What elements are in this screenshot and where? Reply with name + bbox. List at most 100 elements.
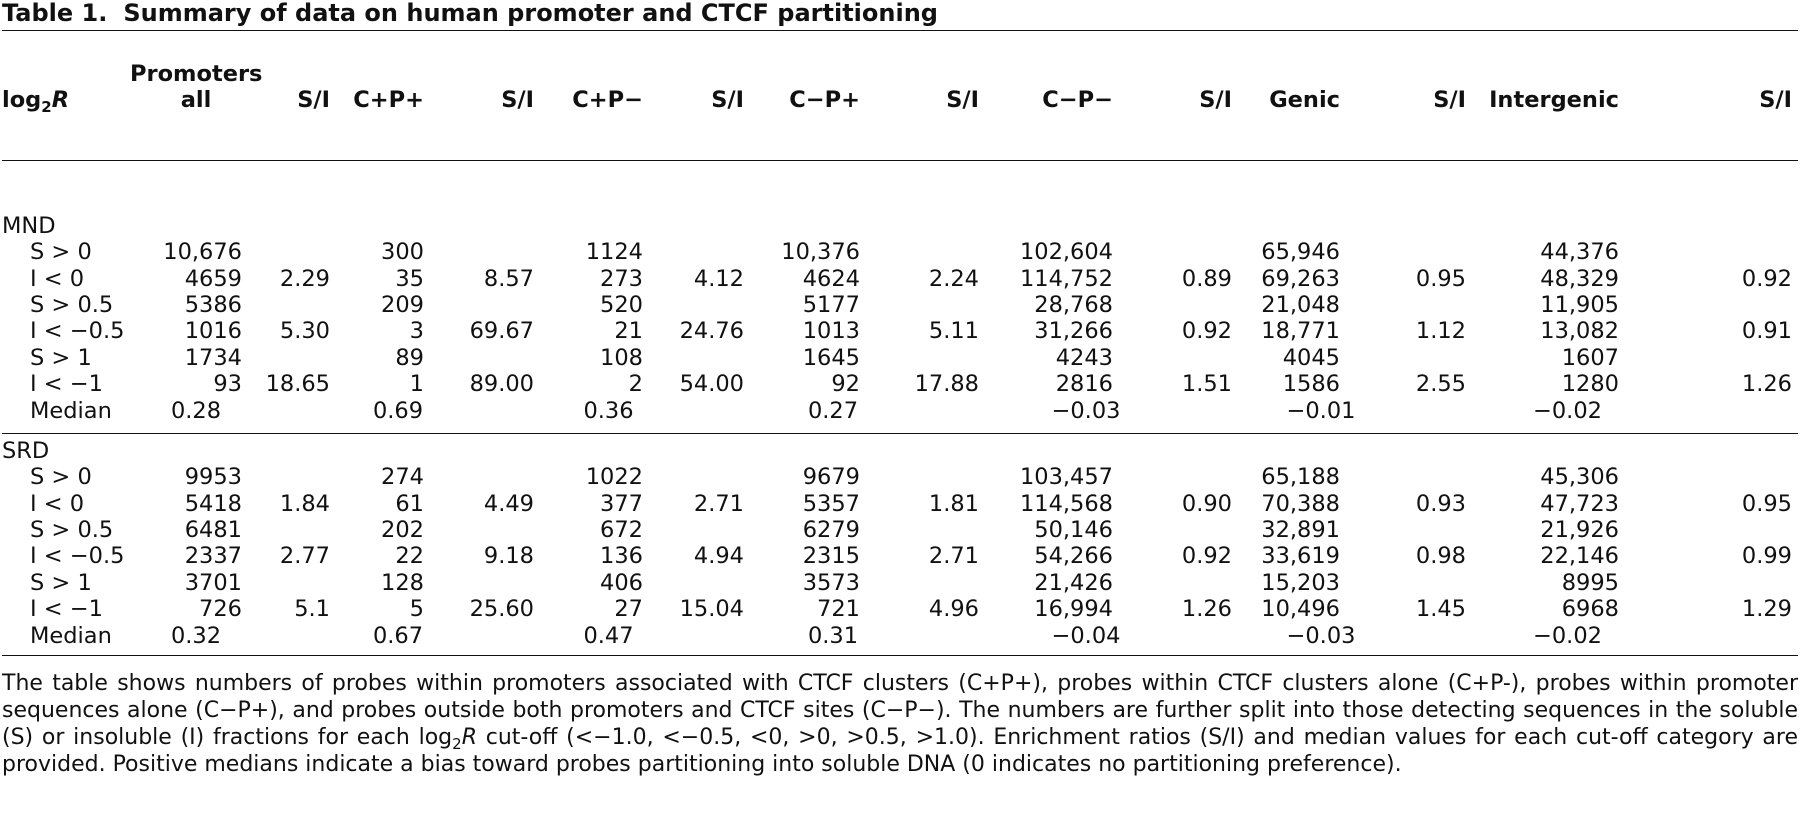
table-cell: [448, 464, 552, 490]
row-label: S > 0.5: [30, 291, 114, 318]
header-col: C−P+: [789, 87, 860, 113]
table-cell: 0.47: [583, 622, 634, 649]
table-cell: [902, 292, 1011, 318]
table-number: Table 1.: [2, 0, 108, 27]
table-cell: 3701: [184, 569, 242, 596]
group-label: MND: [2, 213, 56, 239]
table-cell: 32,891: [1261, 517, 1340, 544]
table-cell: [1392, 292, 1486, 318]
table-cell: [1649, 622, 1798, 648]
table-row: S > 0.5 6481 202 672 6279 50,146 32,891 21,926: [2, 517, 1798, 543]
table-cell: [1392, 622, 1486, 648]
table-cell: [1161, 570, 1250, 596]
table-cell: 18.65: [265, 371, 330, 398]
table-cell: 0.95: [1741, 490, 1792, 517]
table-footnote: The table shows numbers of probes within…: [2, 670, 1798, 777]
group-row: MND: [2, 203, 1798, 239]
row-label: I < −0.5: [30, 318, 125, 345]
table-cell: 726: [199, 596, 242, 623]
table-cell: 9679: [802, 464, 860, 491]
table-cell: [1161, 239, 1250, 265]
table-cell: 2.71: [693, 490, 744, 517]
table-cell: 273: [600, 265, 643, 292]
row-label: I < 0: [30, 265, 85, 292]
header-col: S/I: [1199, 87, 1232, 113]
table-cell: 1.26: [1741, 371, 1792, 398]
row-label: I < −1: [30, 596, 103, 623]
table-cell: 1.12: [1415, 318, 1466, 345]
table-row: S > 1 3701 128 406 3573 21,426 15,203 8995: [2, 570, 1798, 596]
table-cell: 672: [600, 517, 643, 544]
table-cell: [1161, 464, 1250, 490]
table-cell: 1013: [802, 318, 860, 345]
header-col: C−P−: [1042, 87, 1113, 113]
table-cell: 721: [817, 596, 860, 623]
table-cell: 4.12: [693, 265, 744, 292]
table-cell: 8995: [1561, 569, 1619, 596]
table-cell: 0.32: [170, 622, 222, 649]
table-cell: 6481: [184, 517, 242, 544]
table-row: S > 1 1734 89 108 1645 4243 4045 1607: [2, 345, 1798, 371]
table-cell: 4243: [1055, 344, 1113, 371]
table-cell: 21,048: [1261, 291, 1340, 318]
table-cell: [1392, 517, 1486, 543]
table-cell: 50,146: [1034, 517, 1113, 544]
table-cell: 1280: [1561, 371, 1619, 398]
table-cell: 31,266: [1034, 318, 1113, 345]
table-cell: 1645: [802, 344, 860, 371]
table-cell: 35: [395, 265, 424, 292]
table-cell: 0.91: [1741, 318, 1792, 345]
table-row: Median 0.32 0.67 0.47 0.31 −0.04 −0.03 −0.02: [2, 622, 1798, 649]
table-cell: 1.81: [928, 490, 979, 517]
table-cell: [1392, 239, 1486, 265]
group-separator: [2, 424, 1798, 438]
table-cell: 47,723: [1540, 490, 1619, 517]
table-row: I < 0 5418 1.84 61 4.49 377 2.71 5357 1.81 114,56…: [2, 491, 1798, 517]
row-label: S > 0: [30, 239, 92, 266]
bottom-rule: [2, 654, 1798, 656]
table-cell: 1607: [1561, 344, 1619, 371]
table-cell: [902, 397, 1011, 423]
table-cell: [1161, 292, 1250, 318]
table-cell: [448, 622, 552, 648]
table-cell: 108: [600, 344, 643, 371]
table-cell: 10,676: [163, 239, 242, 266]
table-cell: 4.94: [693, 543, 744, 570]
table-cell: [902, 517, 1011, 543]
table-cell: 5418: [184, 490, 242, 517]
table-cell: 45,306: [1540, 464, 1619, 491]
table-cell: 48,329: [1540, 265, 1619, 292]
table-cell: [448, 292, 552, 318]
table-cell: 4045: [1282, 344, 1340, 371]
table-cell: 61: [395, 490, 424, 517]
table-cell: 27: [614, 596, 643, 623]
table-cell: 65,188: [1261, 464, 1340, 491]
table-cell: 1.29: [1741, 596, 1792, 623]
table-cell: [1649, 517, 1798, 543]
table-cell: 0.36: [583, 397, 634, 424]
table-cell: 1.84: [279, 490, 330, 517]
table-cell: 2.71: [928, 543, 979, 570]
table-cell: 25.60: [469, 596, 534, 623]
table-cell: 202: [381, 517, 424, 544]
table-cell: [1392, 464, 1486, 490]
table-cell: 136: [600, 543, 643, 570]
table-cell: 5177: [802, 291, 860, 318]
header-promoters-all: Promoters all: [130, 61, 263, 113]
table-cell: [1392, 345, 1486, 371]
table-cell: [1392, 397, 1486, 423]
table-cell: 300: [381, 239, 424, 266]
table-cell: [262, 517, 348, 543]
table-row: Median 0.28 0.69 0.36 0.27 −0.03 −0.01 −0.02: [2, 397, 1798, 424]
table-cell: 28,768: [1034, 291, 1113, 318]
row-label: S > 0.5: [30, 517, 114, 544]
table-cell: 1124: [585, 239, 643, 266]
table-cell: 0.31: [807, 622, 859, 649]
table-cell: [262, 239, 348, 265]
table-cell: [448, 345, 552, 371]
table-cell: 89: [395, 344, 424, 371]
table-cell: 209: [381, 291, 424, 318]
table-cell: 9953: [184, 464, 242, 491]
row-label: Median: [30, 622, 112, 649]
